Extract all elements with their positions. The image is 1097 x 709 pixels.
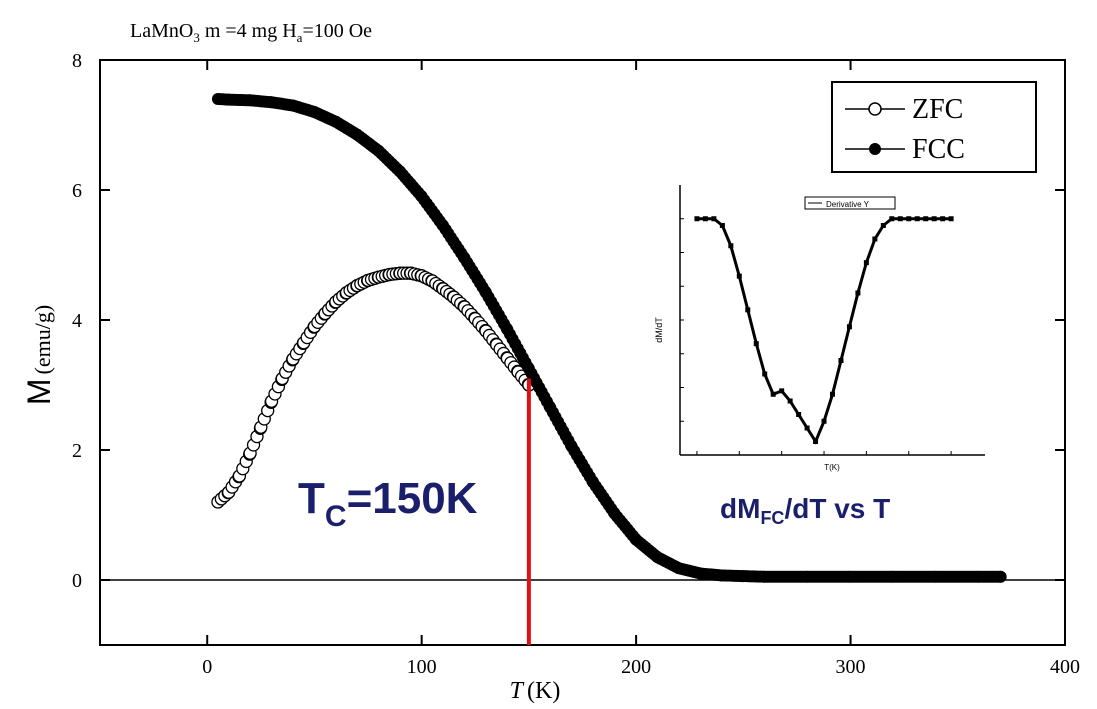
inset-point bbox=[821, 418, 827, 424]
inset-point bbox=[846, 324, 852, 330]
sample-formula-sub: 3 bbox=[193, 30, 200, 45]
tc-annotation: TC=150K bbox=[298, 474, 478, 533]
y-axis-label-main: M bbox=[21, 379, 57, 406]
x-axis-label-main: T bbox=[510, 678, 525, 704]
inset-point bbox=[787, 398, 793, 404]
field-value: =100 Oe bbox=[302, 20, 372, 42]
inset-point bbox=[830, 391, 835, 397]
inset-point bbox=[728, 243, 734, 249]
legend-box bbox=[831, 81, 1037, 173]
sample-mass: m =4 mg H bbox=[200, 20, 297, 42]
inset-derivative-points bbox=[694, 216, 954, 444]
inset-point bbox=[804, 425, 810, 431]
tc-annotation-value: =150K bbox=[347, 474, 478, 523]
plot-frame bbox=[99, 59, 1066, 646]
inset-point bbox=[711, 216, 717, 222]
tick-labels: 0 100 200 300 400 0 2 4 6 8 bbox=[72, 50, 1080, 678]
zfc-series bbox=[211, 266, 536, 509]
inset-point bbox=[889, 216, 895, 222]
x-axis-label-unit: (K) bbox=[527, 678, 560, 704]
inset-point bbox=[914, 216, 920, 222]
legend-fcc-label: FCC bbox=[912, 134, 965, 165]
y-axis-label-unit: (emu/g) bbox=[30, 305, 55, 375]
inset-point bbox=[813, 439, 819, 444]
derivative-annotation-rest: /dT vs T bbox=[784, 493, 890, 524]
derivative-annotation: dMFC/dT vs T bbox=[720, 493, 890, 528]
tc-annotation-sub: C bbox=[325, 500, 347, 533]
derivative-annotation-sub: FC bbox=[760, 508, 784, 528]
field-sub: a bbox=[297, 30, 303, 45]
inset-point bbox=[779, 388, 785, 394]
inset-point bbox=[745, 307, 751, 313]
x-axis-label: T (K) bbox=[510, 678, 561, 704]
inset-point bbox=[719, 223, 725, 228]
sample-formula: LaMnO bbox=[130, 20, 193, 42]
tc-annotation-main: T bbox=[298, 474, 325, 523]
inset-legend-box bbox=[804, 196, 896, 210]
y-tick-label-4: 8 bbox=[72, 50, 82, 72]
inset-point bbox=[736, 273, 742, 279]
x-tick-label-4: 400 bbox=[1050, 656, 1080, 678]
x-tick-label-0: 0 bbox=[202, 656, 212, 678]
inset-point bbox=[753, 341, 759, 347]
y-tick-label-3: 6 bbox=[72, 180, 82, 202]
inset-point bbox=[770, 391, 776, 397]
sample-header: LaMnO3 m =4 mg Ha=100 Oe bbox=[130, 20, 372, 45]
legend-zfc-label: ZFC bbox=[912, 94, 963, 125]
y-axis-label: M (emu/g) bbox=[21, 305, 57, 405]
x-tick-label-1: 100 bbox=[407, 656, 437, 678]
inset-point bbox=[838, 358, 844, 363]
inset-point bbox=[863, 260, 869, 266]
inset-point bbox=[796, 412, 802, 417]
inset-derivative-curve bbox=[696, 217, 952, 445]
inset-y-label: dM/dT bbox=[654, 317, 664, 343]
derivative-annotation-main: dM bbox=[720, 493, 760, 524]
legend-zfc-marker bbox=[868, 102, 882, 116]
inset-x-label: T(K) bbox=[824, 463, 840, 472]
inset-point bbox=[855, 290, 861, 296]
inset-point bbox=[931, 216, 937, 222]
x-tick-label-3: 300 bbox=[836, 656, 866, 678]
inset-point bbox=[694, 216, 700, 222]
x-tick-label-2: 200 bbox=[621, 656, 651, 678]
legend: ZFC FCC bbox=[831, 81, 1037, 173]
y-tick-label-2: 4 bbox=[72, 310, 82, 332]
inset-plot: Derivative Y dM/dT T(K) bbox=[654, 185, 985, 472]
inset-point bbox=[906, 216, 912, 222]
y-tick-label-0: 0 bbox=[72, 570, 82, 592]
inset-point bbox=[762, 371, 768, 377]
fcc-point bbox=[994, 570, 1007, 583]
inset-legend-label: Derivative Y bbox=[826, 200, 870, 209]
inset-point bbox=[897, 216, 903, 222]
y-tick-label-1: 2 bbox=[72, 440, 82, 462]
inset-point bbox=[940, 216, 946, 222]
inset-point bbox=[923, 216, 929, 222]
legend-fcc-marker bbox=[869, 143, 881, 155]
inset-point bbox=[880, 223, 886, 228]
inset-ticks bbox=[680, 218, 952, 456]
inset-point bbox=[948, 216, 954, 222]
inset-point bbox=[702, 216, 708, 222]
fcc-series bbox=[211, 93, 1007, 583]
inset-point bbox=[872, 236, 878, 242]
